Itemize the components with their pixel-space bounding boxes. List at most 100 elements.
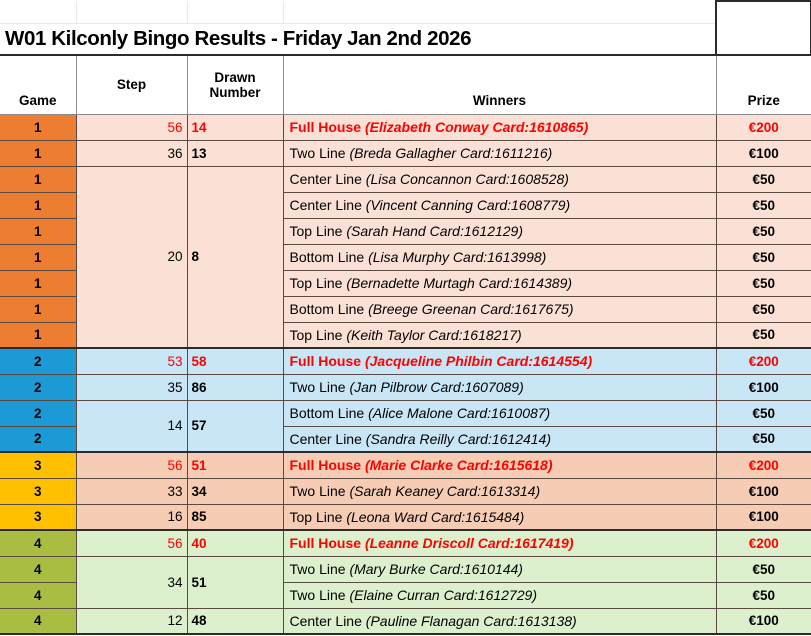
cell-drawn-number[interactable]: 13 <box>186 139 284 167</box>
table-row[interactable]: 2 Center Line (Sandra Reilly Card:1612414… <box>0 425 811 453</box>
cell-winner[interactable]: Two Line (Breda Gallagher Card:1611216) <box>282 139 717 167</box>
cell-step[interactable]: 20 <box>75 165 188 349</box>
cell-prize[interactable]: €50 <box>715 269 811 297</box>
cell-game[interactable]: 3 <box>0 477 77 505</box>
cell-winner[interactable]: Two Line (Mary Burke Card:1610144) <box>282 555 717 583</box>
cell-step[interactable]: 14 <box>75 399 188 453</box>
cell-winner[interactable]: Two Line (Elaine Curran Card:1612729) <box>282 581 717 609</box>
cell-game[interactable]: 2 <box>0 399 77 427</box>
cell-winner[interactable]: Center Line (Lisa Concannon Card:1608528… <box>282 165 717 193</box>
cell-step[interactable]: 35 <box>75 373 188 401</box>
cell-prize[interactable]: €50 <box>715 191 811 219</box>
cell-prize[interactable]: €200 <box>715 347 811 375</box>
cell-game[interactable]: 1 <box>0 217 77 245</box>
cell-prize[interactable]: €50 <box>715 217 811 245</box>
cell-drawn-number[interactable]: 14 <box>186 113 284 141</box>
table-row[interactable]: 4 12 48 Center Line (Pauline Flanagan Card:… <box>0 607 811 635</box>
cell-game[interactable]: 2 <box>0 347 77 375</box>
cell-drawn-number[interactable]: 57 <box>186 399 284 453</box>
cell-winner[interactable]: Bottom Line (Lisa Murphy Card:1613998) <box>282 243 717 271</box>
cell-game[interactable]: 1 <box>0 165 77 193</box>
cell-step[interactable]: 56 <box>75 113 188 141</box>
table-row[interactable]: 1 Top Line (Bernadette Murtagh Card:16143… <box>0 269 811 297</box>
cell-prize[interactable]: €50 <box>715 295 811 323</box>
cell-prize[interactable]: €100 <box>715 373 811 401</box>
table-row[interactable]: 3 16 85 Top Line (Leona Ward Card:1615484) €… <box>0 503 811 531</box>
cell-winner[interactable]: Top Line (Bernadette Murtagh Card:161438… <box>282 269 717 297</box>
cell-game[interactable]: 1 <box>0 191 77 219</box>
cell-game[interactable]: 1 <box>0 113 77 141</box>
table-row[interactable]: 4 34 51 Two Line (Mary Burke Card:1610144) €… <box>0 555 811 609</box>
cell-winner[interactable]: Two Line (Sarah Keaney Card:1613314) <box>282 477 717 505</box>
cell-drawn-number[interactable]: 51 <box>186 555 284 609</box>
cell-prize[interactable]: €200 <box>715 113 811 141</box>
cell-prize[interactable]: €50 <box>715 425 811 453</box>
cell-game[interactable]: 1 <box>0 321 77 349</box>
cell-step[interactable]: 36 <box>75 139 188 167</box>
cell-prize[interactable]: €200 <box>715 529 811 557</box>
cell-drawn-number[interactable]: 86 <box>186 373 284 401</box>
cell-winner[interactable]: Top Line (Leona Ward Card:1615484) <box>282 503 717 531</box>
cell-step[interactable]: 33 <box>75 477 188 505</box>
cell-prize[interactable]: €50 <box>715 321 811 349</box>
cell-step[interactable]: 56 <box>75 529 188 557</box>
cell-game[interactable]: 4 <box>0 555 77 583</box>
cell-drawn-number[interactable]: 34 <box>186 477 284 505</box>
cell-step[interactable]: 34 <box>75 555 188 609</box>
cell-drawn-number[interactable]: 58 <box>186 347 284 375</box>
cell-drawn-number[interactable]: 85 <box>186 503 284 531</box>
cell-game[interactable]: 2 <box>0 425 77 453</box>
table-row[interactable]: 2 35 86 Two Line (Jan Pilbrow Card:1607089)… <box>0 373 811 401</box>
cell-prize[interactable]: €100 <box>715 477 811 505</box>
cell-prize[interactable]: €50 <box>715 399 811 427</box>
cell-winner[interactable]: Top Line (Sarah Hand Card:1612129) <box>282 217 717 245</box>
cell-game[interactable]: 1 <box>0 295 77 323</box>
cell-game[interactable]: 1 <box>0 139 77 167</box>
cell-winner[interactable]: Top Line (Keith Taylor Card:1618217) <box>282 321 717 349</box>
cell-winner[interactable]: Bottom Line (Breege Greenan Card:1617675… <box>282 295 717 323</box>
table-row[interactable]: 1 36 13 Two Line (Breda Gallagher Card:1611… <box>0 139 811 167</box>
cell-game[interactable]: 1 <box>0 269 77 297</box>
cell-prize[interactable]: €100 <box>715 503 811 531</box>
cell-winner[interactable]: Bottom Line (Alice Malone Card:1610087) <box>282 399 717 427</box>
cell-drawn-number[interactable]: 51 <box>186 451 284 479</box>
cell-prize[interactable]: €100 <box>715 607 811 635</box>
table-row[interactable]: 1 56 14 Full House (Elizabeth Conway Card:1… <box>0 113 811 141</box>
cell-prize[interactable]: €50 <box>715 165 811 193</box>
table-row[interactable]: 3 33 34 Two Line (Sarah Keaney Card:1613314… <box>0 477 811 505</box>
table-row[interactable]: 1 20 8 Center Line (Lisa Concannon Card:160… <box>0 165 811 349</box>
cell-game[interactable]: 2 <box>0 373 77 401</box>
cell-step[interactable]: 12 <box>75 607 188 635</box>
table-row[interactable]: 1 Bottom Line (Breege Greenan Card:161767… <box>0 295 811 323</box>
cell-drawn-number[interactable]: 40 <box>186 529 284 557</box>
cell-drawn-number[interactable]: 48 <box>186 607 284 635</box>
cell-winner[interactable]: Full House (Elizabeth Conway Card:161086… <box>282 113 717 141</box>
table-row[interactable]: 2 53 58 Full House (Jacqueline Philbin Card… <box>0 347 811 375</box>
cell-step[interactable]: 53 <box>75 347 188 375</box>
cell-game[interactable]: 4 <box>0 529 77 557</box>
cell-game[interactable]: 3 <box>0 503 77 531</box>
table-row[interactable]: 2 14 57 Bottom Line (Alice Malone Card:1610… <box>0 399 811 453</box>
cell-step[interactable]: 16 <box>75 503 188 531</box>
table-row[interactable]: 4 56 40 Full House (Leanne Driscoll Card:16… <box>0 529 811 557</box>
cell-winner[interactable]: Center Line (Pauline Flanagan Card:16131… <box>282 607 717 635</box>
table-row[interactable]: 1 Top Line (Keith Taylor Card:1618217) €50 <box>0 321 811 349</box>
cell-prize[interactable]: €200 <box>715 451 811 479</box>
cell-winner[interactable]: Center Line (Vincent Canning Card:160877… <box>282 191 717 219</box>
cell-prize[interactable]: €100 <box>715 139 811 167</box>
table-row[interactable]: 4 Two Line (Elaine Curran Card:1612729) €5… <box>0 581 811 609</box>
cell-prize[interactable]: €50 <box>715 555 811 583</box>
cell-drawn-number[interactable]: 8 <box>186 165 284 349</box>
cell-winner[interactable]: Full House (Leanne Driscoll Card:1617419… <box>282 529 717 557</box>
cell-game[interactable]: 4 <box>0 581 77 609</box>
cell-game[interactable]: 4 <box>0 607 77 635</box>
table-row[interactable]: 1 Bottom Line (Lisa Murphy Card:1613998) €… <box>0 243 811 271</box>
cell-step[interactable]: 56 <box>75 451 188 479</box>
cell-winner[interactable]: Full House (Marie Clarke Card:1615618) <box>282 451 717 479</box>
table-row[interactable]: 3 56 51 Full House (Marie Clarke Card:16156… <box>0 451 811 479</box>
cell-prize[interactable]: €50 <box>715 581 811 609</box>
cell-winner[interactable]: Center Line (Sandra Reilly Card:1612414) <box>282 425 717 453</box>
cell-prize[interactable]: €50 <box>715 243 811 271</box>
cell-game[interactable]: 3 <box>0 451 77 479</box>
cell-winner[interactable]: Full House (Jacqueline Philbin Card:1614… <box>282 347 717 375</box>
